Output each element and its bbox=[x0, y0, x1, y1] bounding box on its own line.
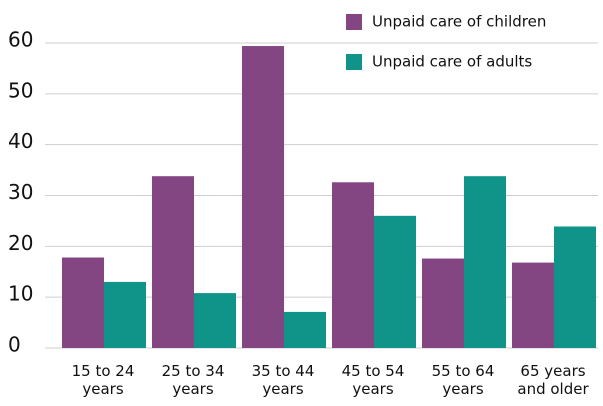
y-tick-label: 0 bbox=[8, 333, 21, 357]
bar bbox=[374, 215, 416, 348]
bar bbox=[554, 226, 596, 348]
legend-swatch bbox=[346, 14, 362, 30]
bar bbox=[422, 258, 464, 348]
bar bbox=[332, 182, 374, 348]
bar bbox=[62, 257, 104, 348]
x-tick-label: 25 to 34 years bbox=[161, 362, 225, 398]
bar bbox=[464, 176, 506, 348]
bar bbox=[194, 293, 236, 348]
bar bbox=[284, 311, 326, 348]
y-tick-label: 60 bbox=[8, 28, 33, 52]
y-tick-label: 50 bbox=[8, 78, 33, 102]
y-tick-label: 40 bbox=[8, 129, 33, 153]
bar bbox=[152, 176, 194, 348]
legend-label: Unpaid care of children bbox=[372, 13, 546, 31]
legend-label: Unpaid care of adults bbox=[372, 53, 532, 71]
y-tick-label: 20 bbox=[8, 231, 33, 255]
bar bbox=[104, 281, 146, 348]
x-tick-label: 45 to 54 years bbox=[341, 362, 405, 398]
x-tick-label: 65 years and older bbox=[517, 362, 589, 398]
bar bbox=[512, 262, 554, 348]
legend-swatch bbox=[346, 54, 362, 70]
x-tick-label: 15 to 24 years bbox=[71, 362, 135, 398]
x-tick-label: 35 to 44 years bbox=[251, 362, 315, 398]
bar bbox=[242, 46, 284, 349]
x-tick-label: 55 to 64 years bbox=[431, 362, 495, 398]
y-tick-label: 10 bbox=[8, 282, 33, 306]
y-tick-label: 30 bbox=[8, 180, 33, 204]
